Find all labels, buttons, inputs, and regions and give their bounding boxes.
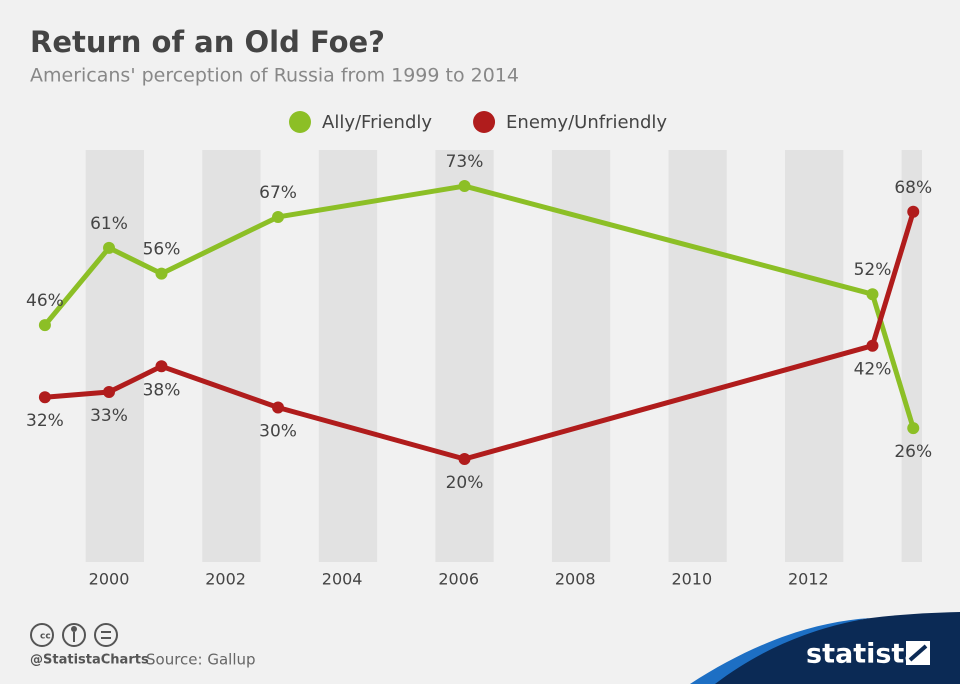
value-label: 46% <box>26 291 64 311</box>
legend-marker <box>289 111 311 133</box>
stripe <box>435 150 494 562</box>
point <box>866 288 879 301</box>
point <box>866 339 879 352</box>
value-label: 42% <box>854 360 892 380</box>
brand-icon-mark <box>908 644 928 662</box>
stripes <box>85 150 922 562</box>
point <box>103 241 116 254</box>
value-label: 56% <box>143 240 181 260</box>
stripe <box>901 150 922 562</box>
point <box>155 267 168 280</box>
value-label: 52% <box>854 260 892 280</box>
x-tick-label: 2004 <box>322 570 363 589</box>
point <box>458 180 471 193</box>
brand-swoosh <box>700 612 960 684</box>
point <box>907 205 920 218</box>
value-label: 73% <box>446 152 484 172</box>
value-label: 38% <box>143 380 181 400</box>
credit: @StatistaCharts <box>30 653 149 668</box>
point <box>458 453 471 465</box>
value-label: 30% <box>259 422 297 442</box>
point <box>907 422 920 435</box>
point <box>272 401 285 414</box>
legend-marker <box>473 111 496 133</box>
stripe <box>318 150 378 562</box>
point <box>38 319 51 332</box>
x-tick-label: 2008 <box>555 570 596 589</box>
value-label: 32% <box>26 411 64 431</box>
x-tick-label: 2012 <box>788 570 829 589</box>
value-label: 68% <box>894 178 932 198</box>
value-label: 67% <box>259 183 297 203</box>
legend-label: Enemy/Unfriendly <box>506 112 667 133</box>
cc-text: cc <box>40 632 51 642</box>
x-tick-label: 2000 <box>89 570 130 589</box>
source: Source: Gallup <box>146 651 256 669</box>
point <box>272 210 285 223</box>
x-tick-label: 2002 <box>205 570 246 589</box>
brand: statista <box>806 639 923 670</box>
stripe <box>85 150 144 562</box>
value-label: 33% <box>90 406 128 426</box>
brand-swoosh-light <box>690 618 870 684</box>
value-label: 61% <box>90 214 128 234</box>
plot: 2000 2002 2004 2006 2008 2010 2012 46% 61% 56% 67%… <box>26 152 932 588</box>
footer: cc @StatistaCharts Source: Gallup statis… <box>30 612 960 684</box>
stripe <box>202 150 261 562</box>
chart-subtitle: Americans' perception of Russia from 199… <box>30 65 519 87</box>
point <box>38 391 51 404</box>
point <box>155 360 168 373</box>
stripe <box>668 150 727 562</box>
x-tick-label: 2006 <box>438 570 479 589</box>
value-label: 20% <box>446 473 484 493</box>
point <box>103 386 116 399</box>
legend-label: Ally/Friendly <box>322 112 432 133</box>
license-icons <box>30 623 118 647</box>
x-tick-label: 2010 <box>671 570 712 589</box>
value-label: 26% <box>894 442 932 462</box>
legend: Ally/Friendly Enemy/Unfriendly <box>289 111 667 133</box>
chart-title: Return of an Old Foe? <box>30 25 385 59</box>
